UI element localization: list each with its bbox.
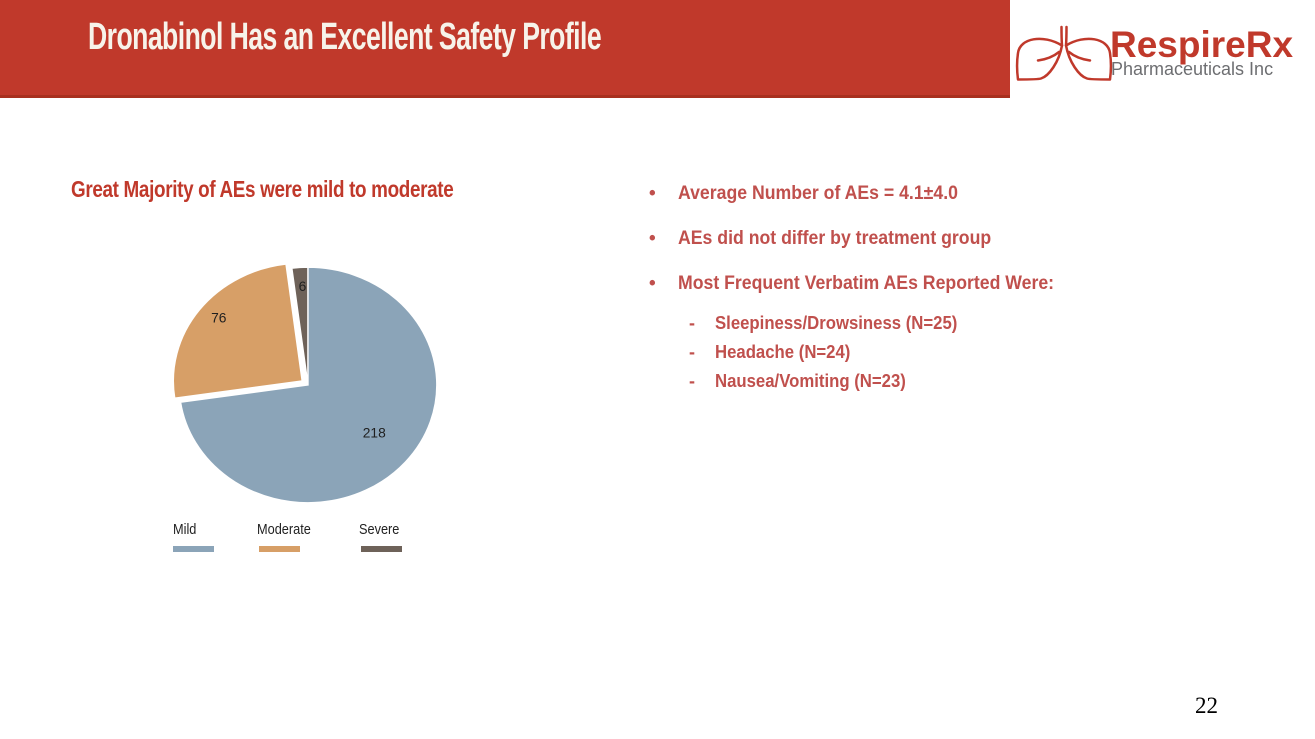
- svg-text:76: 76: [211, 310, 227, 325]
- svg-text:6: 6: [299, 279, 307, 294]
- svg-text:Pharmaceuticals Inc: Pharmaceuticals Inc: [1111, 59, 1273, 79]
- svg-text:218: 218: [363, 425, 386, 440]
